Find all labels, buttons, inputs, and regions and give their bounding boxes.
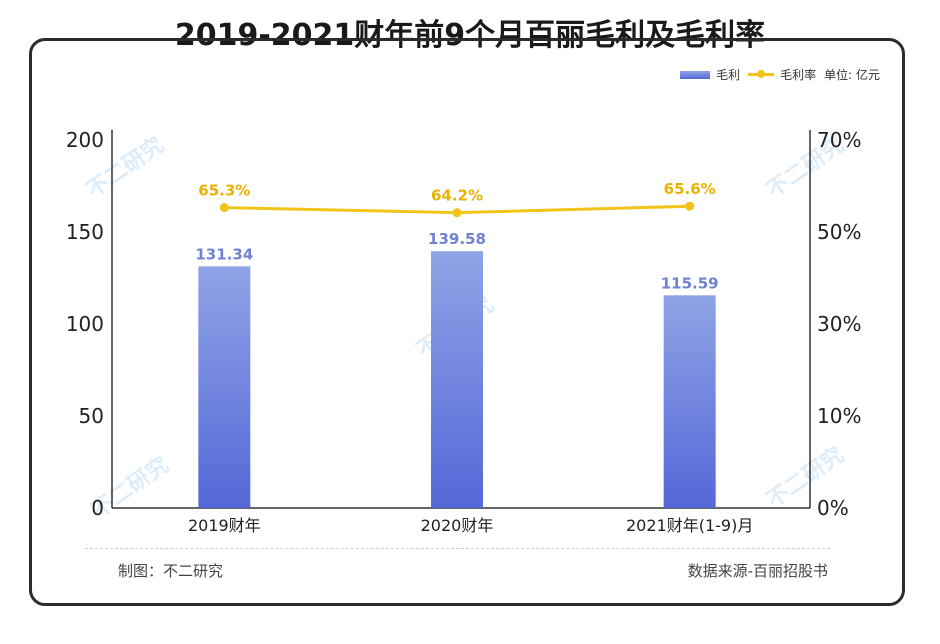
y-tick-label-right: 70%: [817, 128, 861, 152]
line-point: [685, 201, 695, 211]
legend: 毛利 毛利率 单位: 亿元: [680, 66, 880, 83]
line-data-label: 65.3%: [198, 182, 250, 200]
line-data-label: 65.6%: [664, 180, 716, 198]
chart-title: 2019-2021财年前9个月百丽毛利及毛利率: [156, 14, 784, 58]
line-series: 65.3% 64.2% 65.6%: [198, 180, 716, 218]
bar: [198, 266, 251, 508]
legend-bar-swatch: [680, 70, 711, 79]
x-tick-label: 2019财年: [188, 516, 261, 535]
footer-source: 数据来源-百丽招股书: [687, 562, 828, 580]
legend-item-bar: 毛利: [680, 66, 740, 83]
axes: 200 150 100 50 0 70% 50% 30% 10% 0% 2019财年 2020财年 20…: [66, 128, 862, 535]
footer-divider: [85, 548, 830, 549]
line-point: [219, 203, 229, 213]
footer-credit: 制图：不二研究: [118, 562, 224, 580]
title-wrap: 2019-2021财年前9个月百丽毛利及毛利率: [0, 14, 940, 58]
y-tick-label-left: 0: [91, 496, 104, 520]
bars: 131.34 139.58 115.59: [195, 230, 719, 509]
y-tick-label-right: 50%: [817, 220, 861, 244]
y-tick-label-left: 50: [79, 404, 104, 428]
y-tick-label-left: 150: [66, 220, 104, 244]
y-tick-label-left: 200: [66, 128, 104, 152]
line-data-label: 64.2%: [431, 187, 483, 205]
y-tick-label-left: 100: [66, 312, 104, 336]
bar-data-label: 139.58: [428, 230, 486, 248]
bar-data-label: 131.34: [195, 245, 253, 263]
y-tick-label-right: 30%: [817, 312, 861, 336]
line-point: [452, 208, 462, 218]
bar-data-label: 115.59: [661, 274, 719, 292]
x-tick-label: 2020财年: [421, 516, 494, 535]
x-tick-label: 2021财年(1-9)月: [626, 516, 753, 535]
legend-item-line: 毛利率: [748, 66, 816, 83]
legend-unit: 单位: 亿元: [824, 68, 880, 82]
y-tick-label-right: 10%: [817, 404, 861, 428]
legend-line-swatch: [748, 70, 775, 78]
bar: [663, 295, 716, 508]
bar: [431, 251, 483, 509]
legend-line-label: 毛利率: [780, 68, 817, 82]
y-tick-label-right: 0%: [817, 496, 849, 520]
legend-bar-label: 毛利: [716, 68, 741, 82]
chart-frame: [29, 38, 905, 606]
